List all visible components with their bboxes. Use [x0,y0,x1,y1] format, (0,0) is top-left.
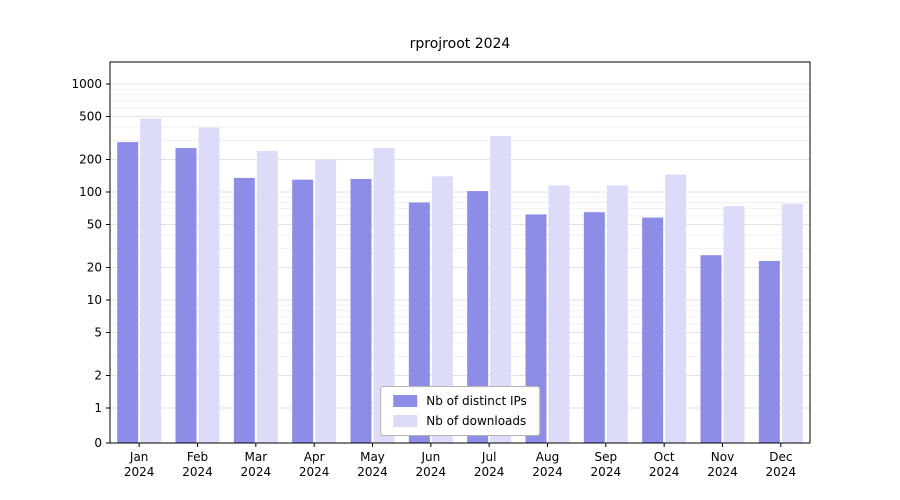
bar-downloads [723,206,745,443]
bar-distinct-ips [117,142,139,443]
bar-distinct-ips [233,177,255,443]
x-tick-label: Jan 2024 [124,450,155,479]
bar-distinct-ips [525,214,547,443]
bar-distinct-ips [292,179,314,443]
x-tick-label: Jul 2024 [474,450,505,479]
bar-downloads [373,148,395,443]
legend-swatch-distinct-ips [393,395,418,407]
bar-distinct-ips [350,178,372,443]
x-tick-label: May 2024 [357,450,388,479]
bar-downloads [198,127,220,444]
legend-item-distinct-ips: Nb of distinct IPs [393,394,527,408]
y-tick-label: 10 [87,293,102,307]
bar-downloads [781,203,803,443]
bar-downloads [548,185,570,443]
legend: Nb of distinct IPs Nb of downloads [380,386,540,436]
bar-downloads [315,159,337,443]
x-tick-label: Dec 2024 [766,450,797,479]
legend-swatch-downloads [393,415,418,427]
y-tick-label: 1000 [71,77,102,91]
y-tick-label: 200 [79,152,102,166]
x-tick-label: Nov 2024 [707,450,738,479]
x-tick-label: Sep 2024 [591,450,622,479]
bar-downloads [140,118,162,443]
bar-downloads [431,176,453,443]
bar-distinct-ips [758,260,780,443]
x-tick-label: Aug 2024 [532,450,563,479]
bar-distinct-ips [700,255,722,443]
legend-label-distinct-ips: Nb of distinct IPs [426,394,527,408]
plot-border [109,61,811,444]
y-tick-label: 20 [87,260,102,274]
y-tick-label: 0 [94,436,102,450]
y-tick-label: 500 [79,110,102,124]
bar-downloads [665,174,687,443]
legend-item-downloads: Nb of downloads [393,414,527,428]
legend-label-downloads: Nb of downloads [426,414,527,428]
y-tick-label: 50 [87,218,102,232]
bar-downloads [490,136,512,443]
x-tick-label: Oct 2024 [649,450,680,479]
chart-title: rprojroot 2024 [409,36,511,52]
x-tick-label: Jun 2024 [416,450,447,479]
y-tick-label: 1 [94,401,102,415]
bar-distinct-ips [583,212,605,443]
x-tick-label: Mar 2024 [241,450,272,479]
bar-distinct-ips [408,202,430,443]
bar-distinct-ips [467,191,489,443]
bar-downloads [256,150,278,443]
y-tick-label: 5 [94,326,102,340]
bar-distinct-ips [642,217,664,443]
bar-distinct-ips [175,148,197,443]
bar-downloads [606,185,628,443]
y-tick-label: 2 [94,368,102,382]
y-tick-label: 100 [79,185,102,199]
x-tick-label: Feb 2024 [182,450,213,479]
x-tick-label: Apr 2024 [299,450,330,479]
